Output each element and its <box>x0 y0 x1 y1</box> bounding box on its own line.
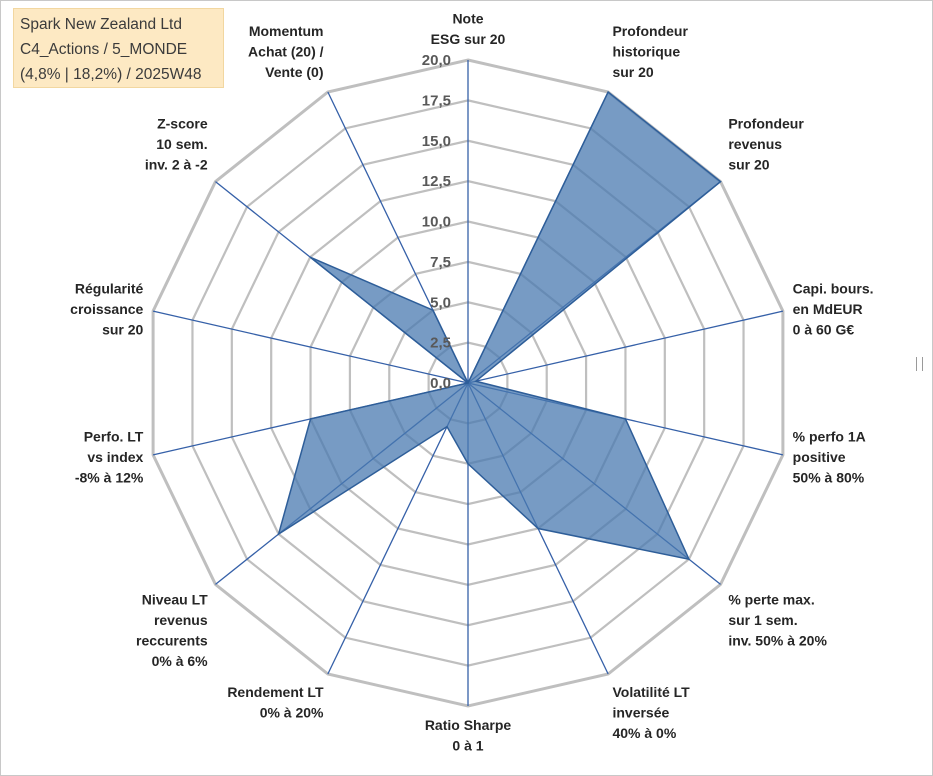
axis-label: Z-score 10 sem. inv. 2 à -2 <box>145 115 208 172</box>
stock-name: Spark New Zealand Ltd <box>20 16 182 33</box>
axis-label-line: % perte max. <box>728 592 814 608</box>
tick-label: 10,0 <box>422 214 451 231</box>
axis-label-line: Z-score <box>157 115 208 131</box>
axis-label-line: Note <box>452 11 483 27</box>
axis-label: Niveau LT revenus reccurents 0% à 6% <box>136 592 208 670</box>
axis-label-line: reccurents <box>136 633 208 649</box>
axis-label: Note ESG sur 20 <box>431 11 506 48</box>
axis-label-line: positive <box>793 449 846 465</box>
tick-label: 2,5 <box>430 335 451 352</box>
axis-label: Rendement LT 0% à 20% <box>227 684 324 721</box>
axis-label: Profondeur revenus sur 20 <box>728 115 804 172</box>
tick-label: 12,5 <box>422 173 451 190</box>
axis-label-line: Achat (20) / <box>248 43 324 59</box>
axis-label-line: sur 1 sem. <box>728 612 797 628</box>
axis-spoke <box>152 310 469 384</box>
axis-label: Régularité croissance sur 20 <box>70 280 143 337</box>
axis-label-line: Capi. bours. <box>793 280 874 296</box>
axis-label-line: Momentum <box>249 23 324 39</box>
axis-label-line: Vente (0) <box>265 64 323 80</box>
axis-label-line: Rendement LT <box>227 684 324 700</box>
axis-label-line: sur 20 <box>612 64 653 80</box>
series-area <box>277 90 722 561</box>
axis-label-line: ESG sur 20 <box>431 31 506 47</box>
tick-label: 20,0 <box>422 52 451 69</box>
portfolio-category: C4_Actions / 5_MONDE <box>20 41 188 58</box>
axis-label-line: inv. 50% à 20% <box>728 633 827 649</box>
axis-label-line: 0 à 1 <box>452 738 483 754</box>
series-layer <box>277 90 722 561</box>
axis-label-line: sur 20 <box>728 156 769 172</box>
stock-metrics-week: (4,8% | 18,2%) / 2025W48 <box>20 66 202 83</box>
axis-label-line: 0% à 6% <box>152 653 209 669</box>
axis-label-line: % perfo 1A <box>793 429 866 445</box>
resize-handle[interactable] <box>916 357 923 371</box>
tick-label: 15,0 <box>422 133 451 150</box>
axis-label: Profondeur historique sur 20 <box>612 23 688 80</box>
axis-label-line: Profondeur <box>612 23 688 39</box>
tick-label: 5,0 <box>430 294 451 311</box>
axis-label-line: sur 20 <box>102 321 143 337</box>
axis-label-line: 0 à 60 G€ <box>793 321 855 337</box>
label-layer: Note ESG sur 20 Profondeur historique sur 20… <box>70 11 873 754</box>
tick-label: 0,0 <box>430 375 451 392</box>
axis-label-line: revenus <box>728 136 782 152</box>
axis-label-line: vs index <box>87 449 143 465</box>
axis-label: Momentum Achat (20) / Vente (0) <box>248 23 324 80</box>
axis-label: % perte max. sur 1 sem. inv. 50% à 20% <box>728 592 827 649</box>
axis-label-line: inv. 2 à -2 <box>145 156 208 172</box>
axis-label-line: Profondeur <box>728 115 804 131</box>
tick-layer: 0,0 2,5 5,0 7,5 10,0 12,5 15,0 17,5 20,0 <box>422 52 451 392</box>
axis-spoke <box>327 382 469 675</box>
axis-label: Perfo. LT vs index -8% à 12% <box>75 429 144 486</box>
axis-label-line: en MdEUR <box>793 301 863 317</box>
axis-label: % perfo 1A positive 50% à 80% <box>793 429 866 486</box>
axis-label-line: croissance <box>70 301 143 317</box>
axis-label-line: Perfo. LT <box>84 429 144 445</box>
axis-label: Ratio Sharpe 0 à 1 <box>425 717 512 754</box>
axis-label: Volatilité LT inversée 40% à 0% <box>612 684 690 741</box>
axis-label-line: Volatilité LT <box>612 684 690 700</box>
axis-label-line: 40% à 0% <box>612 725 676 741</box>
axis-label-line: inversée <box>612 705 669 721</box>
axis-label-line: revenus <box>154 612 208 628</box>
axis-label-line: historique <box>612 43 680 59</box>
tick-label: 7,5 <box>430 254 451 271</box>
axis-label-line: Régularité <box>75 280 144 296</box>
axis-spoke <box>467 310 784 384</box>
axis-label-line: -8% à 12% <box>75 470 144 486</box>
axis-label-line: Niveau LT <box>142 592 208 608</box>
axis-label-line: Ratio Sharpe <box>425 717 512 733</box>
axis-label-line: 50% à 80% <box>793 470 865 486</box>
stock-info-box: Spark New Zealand Ltd C4_Actions / 5_MON… <box>13 8 224 88</box>
axis-label: Capi. bours. en MdEUR 0 à 60 G€ <box>793 280 874 337</box>
axis-label-line: 0% à 20% <box>260 705 324 721</box>
tick-label: 17,5 <box>422 92 451 109</box>
axis-label-line: 10 sem. <box>156 136 207 152</box>
